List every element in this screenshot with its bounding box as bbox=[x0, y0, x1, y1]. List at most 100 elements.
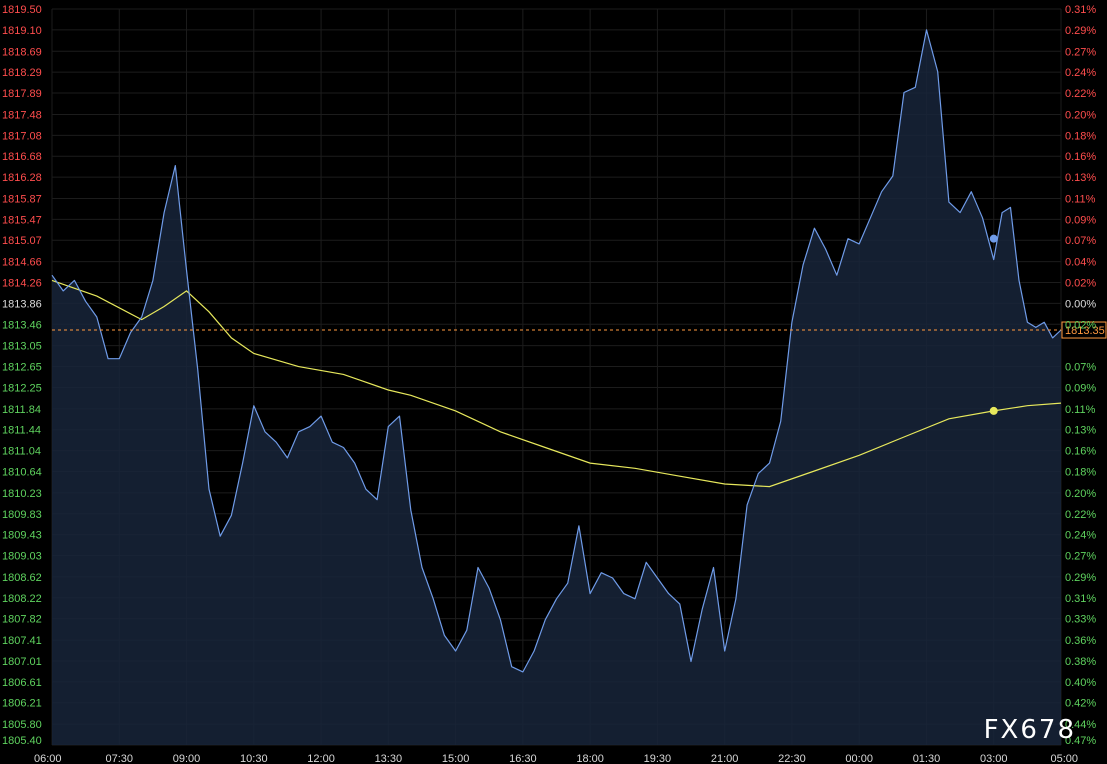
price-tick-label: 1805.80 bbox=[2, 719, 42, 731]
price-tick-label: 1810.64 bbox=[2, 466, 42, 478]
time-tick-label: 01:30 bbox=[913, 753, 941, 764]
price-tick-label: 1806.61 bbox=[2, 677, 42, 689]
time-tick-label: 10:30 bbox=[240, 753, 268, 764]
time-axis-labels: 06:00 07:30 09:00 10:30 12:00 13:30 15:00 16:30… bbox=[34, 753, 1078, 764]
percent-tick-label: 0.04% bbox=[1065, 257, 1096, 269]
price-axis-labels: 1819.50 1819.10 1818.69 1818.29 1817.89 1817.… bbox=[2, 4, 42, 747]
price-tick-label: 1815.47 bbox=[2, 214, 42, 226]
time-tick-label: 07:30 bbox=[106, 753, 134, 764]
price-area-fill bbox=[52, 29, 1061, 745]
percent-tick-label: 0.27% bbox=[1065, 551, 1096, 563]
price-line-layer bbox=[51, 29, 1062, 673]
percent-tick-label: 0.07% bbox=[1065, 362, 1096, 374]
time-tick-label: 19:30 bbox=[644, 753, 672, 764]
price-tick-label: 1807.82 bbox=[2, 614, 42, 626]
price-tick-label: 1808.62 bbox=[2, 572, 42, 584]
price-tick-label: 1808.22 bbox=[2, 593, 42, 605]
percent-tick-label: 0.02% bbox=[1065, 278, 1096, 290]
percent-tick-label: 0.22% bbox=[1065, 88, 1096, 100]
percent-tick-label: 0.20% bbox=[1065, 109, 1096, 121]
moving-average-layer bbox=[51, 279, 1062, 488]
time-tick-label: 09:00 bbox=[173, 753, 201, 764]
price-tick-label: 1816.28 bbox=[2, 172, 42, 184]
price-tick-label: 1811.04 bbox=[2, 446, 41, 458]
time-tick-label: 05:00 bbox=[1050, 753, 1078, 764]
time-tick-label: 13:30 bbox=[375, 753, 403, 764]
percent-tick-label: 0.24% bbox=[1065, 530, 1096, 542]
percent-tick-label: 0.09% bbox=[1065, 382, 1096, 394]
percent-tick-label: 0.29% bbox=[1065, 25, 1096, 37]
percent-tick-label: 0.36% bbox=[1065, 635, 1096, 647]
percent-tick-label: 0.11% bbox=[1065, 193, 1096, 205]
price-tick-label: 1813.46 bbox=[2, 319, 42, 331]
percent-tick-label: 0.13% bbox=[1065, 425, 1096, 437]
moving-average-line bbox=[51, 279, 1062, 488]
time-tick-label: 15:00 bbox=[442, 753, 470, 764]
current-price-layer: 1813.35 bbox=[52, 321, 1107, 339]
price-tick-label: 1814.66 bbox=[2, 257, 42, 269]
price-tick-label: 1809.03 bbox=[2, 551, 42, 563]
time-tick-label: 03:00 bbox=[980, 753, 1008, 764]
percent-tick-label: 0.09% bbox=[1065, 214, 1096, 226]
time-tick-label: 06:00 bbox=[34, 753, 62, 764]
time-tick-label: 18:00 bbox=[576, 753, 604, 764]
price-area bbox=[52, 29, 1061, 745]
percent-tick-label: 0.27% bbox=[1065, 46, 1096, 58]
price-tick-label: 1818.69 bbox=[2, 46, 42, 58]
percent-tick-label: 0.44% bbox=[1065, 719, 1096, 731]
price-tick-label: 1814.26 bbox=[2, 278, 42, 290]
percent-tick-label: 0.07% bbox=[1065, 235, 1096, 247]
percent-tick-label: 0.47% bbox=[1065, 735, 1096, 747]
price-tick-label: 1819.10 bbox=[2, 25, 42, 37]
current-price-label: 1813.35 bbox=[1065, 325, 1105, 337]
percent-tick-label: 0.24% bbox=[1065, 67, 1096, 79]
percent-tick-label: 0.18% bbox=[1065, 466, 1096, 478]
percent-tick-label: 0.20% bbox=[1065, 488, 1096, 500]
percent-tick-label: 0.38% bbox=[1065, 656, 1096, 668]
percent-tick-label: 0.40% bbox=[1065, 677, 1096, 689]
price-tick-label: 1819.50 bbox=[2, 4, 42, 16]
price-tick-label: 1817.48 bbox=[2, 109, 42, 121]
time-tick-label: 12:00 bbox=[307, 753, 335, 764]
percent-tick-label: 0.31% bbox=[1065, 4, 1096, 16]
price-tick-label: 1812.25 bbox=[2, 382, 42, 394]
price-tick-label: 1812.65 bbox=[2, 362, 42, 374]
watermark: FX678 bbox=[984, 715, 1076, 745]
price-line bbox=[51, 29, 1062, 673]
percent-tick-label: 0.42% bbox=[1065, 698, 1096, 710]
price-tick-label: 1817.89 bbox=[2, 88, 42, 100]
price-tick-label: 1811.44 bbox=[2, 425, 41, 437]
percent-tick-label: 0.18% bbox=[1065, 130, 1096, 142]
time-tick-label: 16:30 bbox=[509, 753, 537, 764]
percent-tick-label: 0.16% bbox=[1065, 151, 1096, 163]
price-tick-label: 1809.83 bbox=[2, 509, 42, 521]
percent-axis-labels: 0.31% 0.29% 0.27% 0.24% 0.22% 0.20% 0.18% 0.16%… bbox=[1065, 4, 1096, 747]
percent-tick-label: 0.16% bbox=[1065, 446, 1096, 458]
moving-average-marker bbox=[989, 406, 998, 415]
time-tick-label: 21:00 bbox=[711, 753, 739, 764]
time-tick-label: 00:00 bbox=[845, 753, 873, 764]
percent-tick-label: 0.22% bbox=[1065, 509, 1096, 521]
price-tick-label: 1815.07 bbox=[2, 235, 42, 247]
price-tick-label: 1807.41 bbox=[2, 635, 42, 647]
markers-layer bbox=[989, 234, 998, 415]
percent-tick-label: 0.02% bbox=[1065, 319, 1096, 331]
price-marker bbox=[989, 234, 998, 243]
price-tick-label: 1806.21 bbox=[2, 698, 42, 710]
current-price-tag bbox=[1061, 321, 1107, 339]
price-tick-label: 1817.08 bbox=[2, 130, 42, 142]
time-tick-label: 22:30 bbox=[778, 753, 806, 764]
percent-tick-label: 0.33% bbox=[1065, 614, 1096, 626]
price-tick-label: 1805.40 bbox=[2, 735, 42, 747]
price-tick-label: 1809.43 bbox=[2, 530, 42, 542]
percent-tick-label: 0.31% bbox=[1065, 593, 1096, 605]
price-tick-label: 1807.01 bbox=[2, 656, 42, 668]
price-tick-label: 1813.86 bbox=[2, 298, 42, 310]
price-tick-label: 1813.05 bbox=[2, 341, 42, 353]
percent-tick-label: 0.00% bbox=[1065, 298, 1096, 310]
percent-tick-label: 0.13% bbox=[1065, 172, 1096, 184]
price-tick-label: 1816.68 bbox=[2, 151, 42, 163]
price-tick-label: 1810.23 bbox=[2, 488, 42, 500]
price-tick-label: 1818.29 bbox=[2, 67, 42, 79]
